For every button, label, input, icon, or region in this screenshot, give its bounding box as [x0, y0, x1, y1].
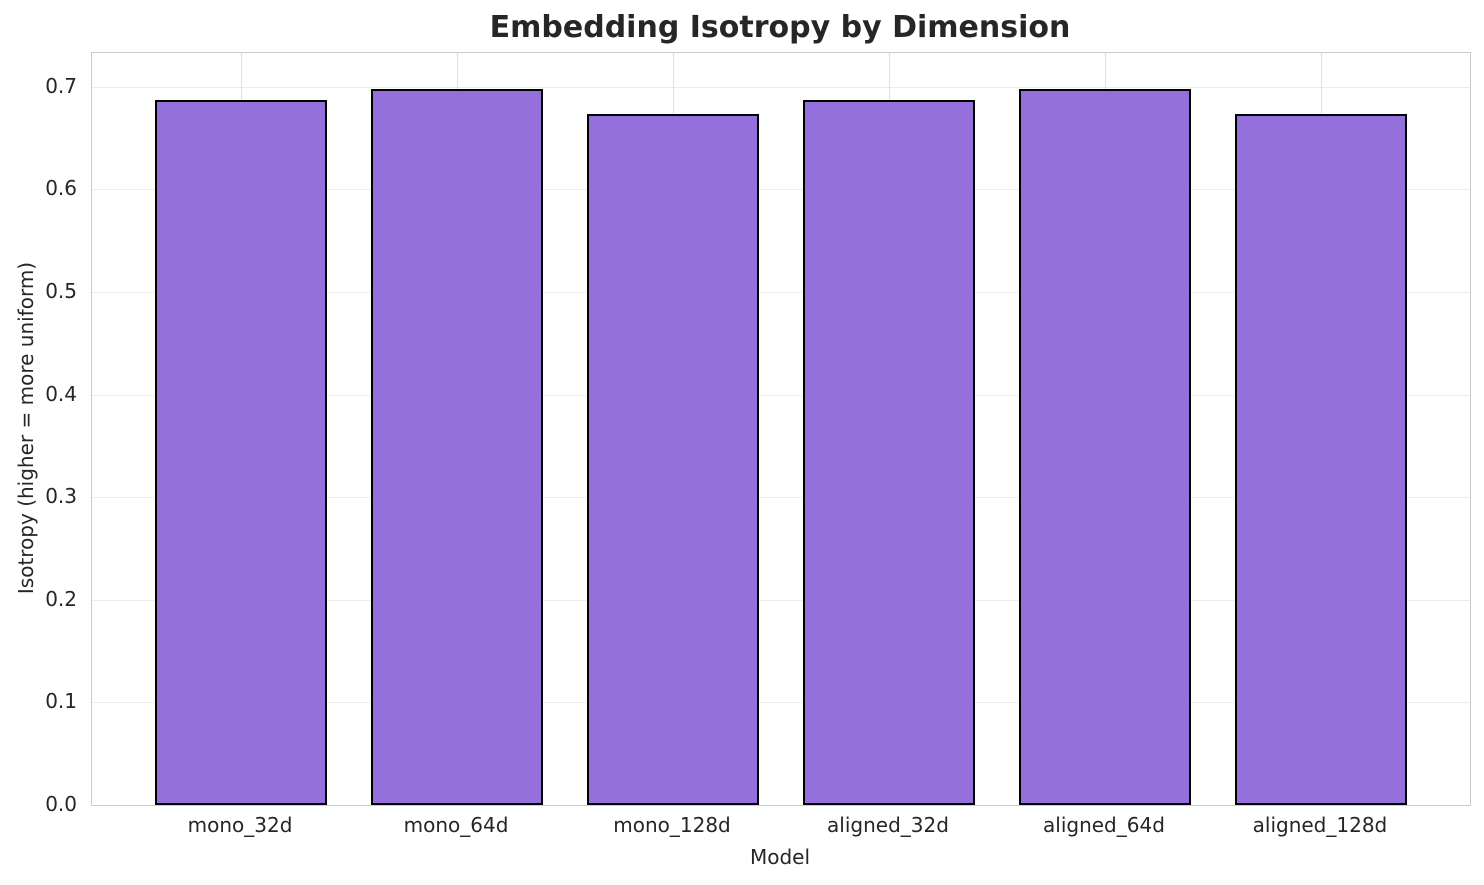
y-tick-label: 0.1 — [45, 689, 77, 714]
y-tick-label: 0.0 — [45, 792, 77, 816]
x-tick-label-aligned_64d: aligned_64d — [1043, 813, 1165, 837]
x-tick-label-aligned_128d: aligned_128d — [1252, 813, 1388, 837]
plot-area — [91, 52, 1471, 806]
horizontal-gridline — [92, 189, 1470, 191]
x-tick-label-mono_128d: mono_128d — [613, 813, 731, 837]
x-axis-label: Model — [749, 845, 811, 869]
horizontal-gridline — [92, 599, 1470, 601]
bar-aligned_64d — [1018, 88, 1192, 805]
y-tick-label: 0.4 — [45, 381, 77, 406]
horizontal-gridline — [92, 394, 1470, 396]
bar-mono_64d — [370, 88, 544, 805]
y-tick-label: 0.6 — [45, 176, 77, 201]
y-axis-label: Isotropy (higher = more uniform) — [14, 261, 38, 595]
x-tick-label-mono_32d: mono_32d — [187, 813, 293, 837]
bar-mono_32d — [154, 100, 328, 805]
horizontal-gridline — [92, 702, 1470, 704]
x-tick-label-mono_64d: mono_64d — [403, 813, 509, 837]
bar-aligned_32d — [802, 100, 976, 805]
horizontal-gridline — [92, 497, 1470, 499]
x-tick-label-aligned_32d: aligned_32d — [827, 813, 949, 837]
y-tick-label: 0.5 — [45, 279, 77, 304]
y-tick-label: 0.7 — [45, 73, 77, 98]
y-tick-label: 0.3 — [45, 484, 77, 509]
bar-mono_128d — [586, 113, 760, 805]
y-tick-label: 0.2 — [45, 586, 77, 611]
chart-title: Embedding Isotropy by Dimension — [489, 10, 1071, 45]
bar-aligned_128d — [1234, 113, 1408, 805]
horizontal-gridline — [92, 86, 1470, 88]
horizontal-gridline — [92, 292, 1470, 294]
